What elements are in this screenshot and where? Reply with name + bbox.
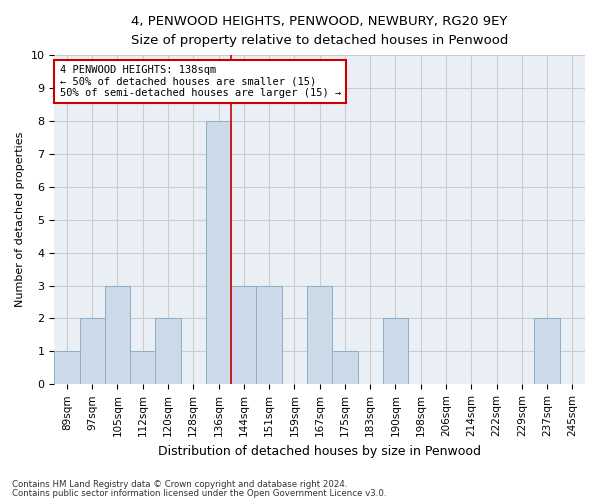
Bar bbox=[206, 121, 231, 384]
Bar bbox=[535, 318, 560, 384]
Text: 4 PENWOOD HEIGHTS: 138sqm
← 50% of detached houses are smaller (15)
50% of semi-: 4 PENWOOD HEIGHTS: 138sqm ← 50% of detac… bbox=[59, 65, 341, 98]
X-axis label: Distribution of detached houses by size in Penwood: Distribution of detached houses by size … bbox=[158, 444, 481, 458]
Bar bbox=[231, 286, 256, 384]
Bar bbox=[80, 318, 105, 384]
Bar bbox=[307, 286, 332, 384]
Text: Contains public sector information licensed under the Open Government Licence v3: Contains public sector information licen… bbox=[12, 489, 386, 498]
Bar bbox=[256, 286, 282, 384]
Text: Contains HM Land Registry data © Crown copyright and database right 2024.: Contains HM Land Registry data © Crown c… bbox=[12, 480, 347, 489]
Bar bbox=[130, 352, 155, 384]
Title: 4, PENWOOD HEIGHTS, PENWOOD, NEWBURY, RG20 9EY
Size of property relative to deta: 4, PENWOOD HEIGHTS, PENWOOD, NEWBURY, RG… bbox=[131, 15, 508, 47]
Y-axis label: Number of detached properties: Number of detached properties bbox=[15, 132, 25, 308]
Bar bbox=[383, 318, 408, 384]
Bar bbox=[155, 318, 181, 384]
Bar bbox=[332, 352, 358, 384]
Bar bbox=[105, 286, 130, 384]
Bar bbox=[54, 352, 80, 384]
